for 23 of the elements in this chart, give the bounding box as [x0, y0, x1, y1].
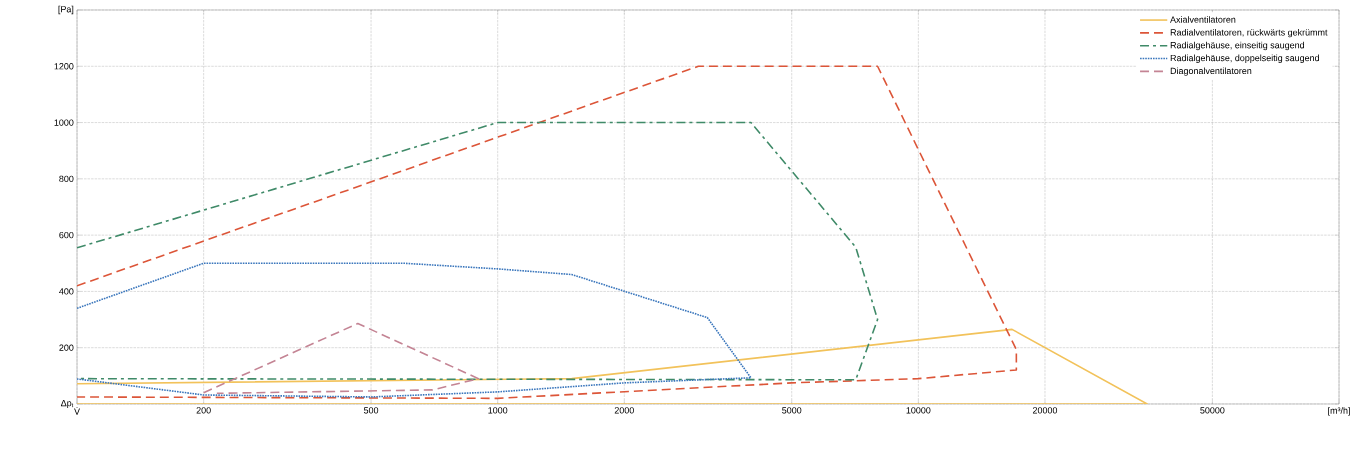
y-tick-label: [Pa] [58, 5, 74, 15]
y-tick-label: 600 [59, 231, 74, 239]
legend-label: Radialventilatoren, rückwärts gekrümmt [1170, 28, 1328, 38]
legend-label: Radialgehäuse, doppelseitig saugend [1170, 54, 1319, 63]
x-tick-label: 1000 [488, 407, 508, 414]
y-tick-label: 1000 [54, 119, 74, 126]
y-tick-label: Δp$_{t}$ [60, 399, 74, 408]
legend-label: Radialgehäuse, einseitig saugend [1170, 41, 1305, 51]
x-tick-label: 200 [196, 407, 211, 414]
legend-label: Axialventilatoren [1170, 16, 1236, 23]
x-tick-label: V̇ [74, 407, 80, 415]
y-tick-label: 200 [59, 344, 74, 351]
x-tick-label: 5000 [782, 407, 802, 414]
x-tick-label: 500 [363, 407, 379, 414]
y-tick-label: 800 [59, 175, 74, 183]
x-tick-label: [m³/h] [1328, 407, 1350, 416]
x-tick-label: 2000 [614, 407, 634, 414]
y-tick-label: 1200 [54, 63, 74, 70]
x-tick-label: 10000 [906, 407, 931, 414]
y-tick-label: 400 [59, 288, 74, 295]
legend-label: Diagonalventilatoren [1170, 67, 1252, 76]
x-tick-label: 20000 [1032, 407, 1058, 414]
x-tick-label: 50000 [1200, 407, 1225, 414]
